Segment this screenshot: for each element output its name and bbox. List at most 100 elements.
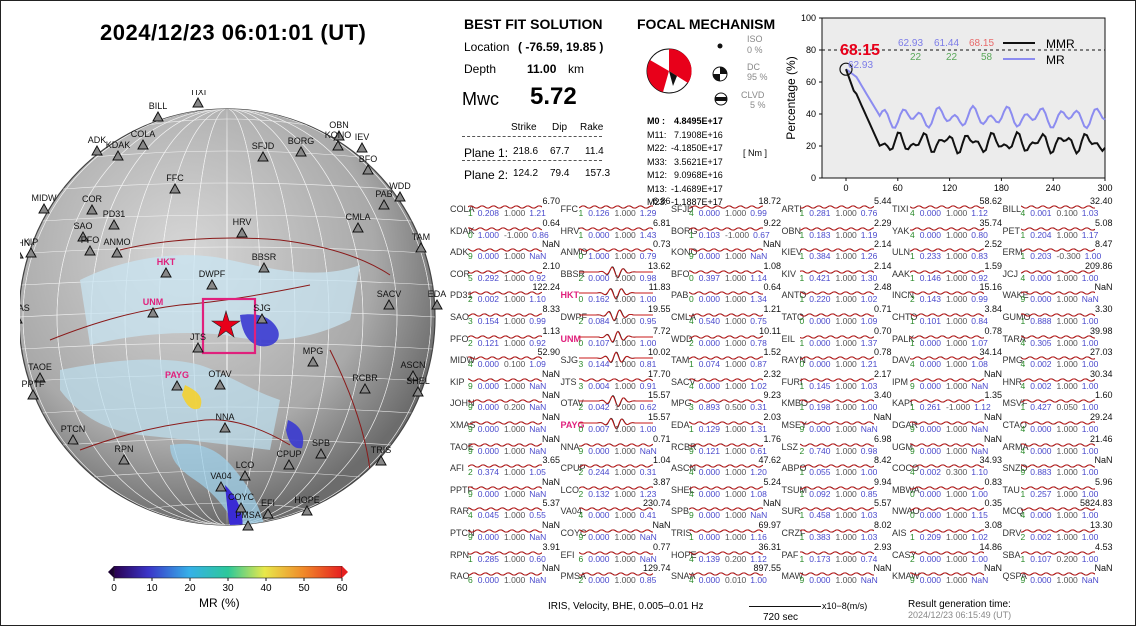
waveform-cell[interactable]: BORG 9.22 1 0.103 -1.000 0.67 bbox=[671, 218, 781, 240]
waveform-cell[interactable]: SAO 8.33 3 0.154 1.000 0.99 bbox=[450, 304, 560, 326]
waveform-cell[interactable]: MSVF 1.60 1 0.427 0.050 1.00 bbox=[1003, 390, 1113, 412]
station-marker[interactable] bbox=[86, 203, 98, 215]
station-marker[interactable] bbox=[20, 314, 23, 324]
station-marker[interactable] bbox=[295, 145, 307, 157]
station-marker[interactable] bbox=[84, 244, 96, 256]
waveform-cell[interactable]: NNA 0.71 9 0.000 1.000 NaN bbox=[561, 434, 671, 456]
station-marker[interactable] bbox=[214, 378, 226, 390]
waveform-cell[interactable]: TIXI 58.62 4 0.000 1.000 1.12 bbox=[892, 196, 1002, 218]
waveform-cell[interactable]: PFO 1.13 2 0.121 1.000 0.92 bbox=[450, 326, 560, 348]
waveform-cell[interactable]: TSUM 9.94 1 0.092 1.000 0.85 bbox=[782, 477, 892, 499]
waveform-cell[interactable]: ASCN 47.62 4 0.000 1.000 1.20 bbox=[671, 455, 781, 477]
waveform-cell[interactable]: COR 2.10 5 0.292 1.000 0.92 bbox=[450, 261, 560, 283]
station-marker[interactable] bbox=[332, 139, 344, 151]
station-marker[interactable] bbox=[378, 198, 390, 210]
waveform-cell[interactable]: SUR 5.57 1 0.458 1.000 1.03 bbox=[782, 498, 892, 520]
waveform-cell[interactable]: BILL 32.40 4 0.001 0.100 1.03 bbox=[1003, 196, 1113, 218]
waveform-cell[interactable]: SACV 2.32 4 0.000 1.000 1.02 bbox=[671, 369, 781, 391]
station-marker[interactable] bbox=[118, 453, 130, 465]
station-marker[interactable] bbox=[235, 501, 247, 513]
station-marker[interactable] bbox=[333, 129, 345, 141]
station-marker[interactable] bbox=[352, 221, 364, 233]
station-marker[interactable] bbox=[283, 458, 295, 470]
station-marker[interactable] bbox=[77, 230, 89, 242]
waveform-cell[interactable]: MIDW 52.90 4 0.000 0.100 1.09 bbox=[450, 347, 560, 369]
waveform-cell[interactable]: INCN 15.16 2 0.143 1.000 0.99 bbox=[892, 282, 1002, 304]
waveform-cell[interactable]: TRIS 69.97 1 0.000 1.000 1.16 bbox=[671, 520, 781, 542]
waveform-cell[interactable]: MPG 9.23 3 0.893 0.500 0.31 bbox=[671, 390, 781, 412]
waveform-cell[interactable]: HNR 30.34 4 0.002 1.000 1.00 bbox=[1003, 369, 1113, 391]
waveform-cell[interactable]: KDAK 0.64 0 1.000 -1.000 0.86 bbox=[450, 218, 560, 240]
waveform-cell[interactable]: YAK 35.74 4 0.000 1.000 0.80 bbox=[892, 218, 1002, 240]
waveform-cell[interactable]: TAU 5.96 1 0.257 1.000 1.00 bbox=[1003, 477, 1113, 499]
station-marker[interactable] bbox=[192, 96, 204, 108]
waveform-cell[interactable]: RPN 3.91 1 0.285 1.000 0.60 bbox=[450, 542, 560, 564]
waveform-cell[interactable]: CMLA 1.21 4 0.540 1.000 0.75 bbox=[671, 304, 781, 326]
station-marker[interactable] bbox=[356, 141, 368, 153]
station-marker[interactable] bbox=[67, 433, 79, 445]
waveform-cell[interactable]: RCBR 1.76 9 0.121 1.000 0.61 bbox=[671, 434, 781, 456]
waveform-cell[interactable]: COYC NaN 9 0.000 1.000 NaN bbox=[561, 520, 671, 542]
waveform-cell[interactable]: AAK 1.59 1 0.146 1.000 0.92 bbox=[892, 261, 1002, 283]
waveform-cell[interactable]: HRV 6.81 1 0.000 1.000 1.43 bbox=[561, 218, 671, 240]
station-marker[interactable] bbox=[301, 504, 313, 516]
waveform-cell[interactable]: ERM 8.47 1 0.203 -0.300 1.00 bbox=[1003, 239, 1113, 261]
waveform-cell[interactable]: CASY 14.86 2 0.000 1.000 1.00 bbox=[892, 542, 1002, 564]
waveform-cell[interactable]: MAW NaN 9 0.000 1.000 NaN bbox=[782, 563, 892, 585]
waveform-cell[interactable]: ULN 2.52 1 0.233 1.000 0.83 bbox=[892, 239, 1002, 261]
waveform-cell[interactable]: VA04 230.74 4 0.000 1.000 0.41 bbox=[561, 498, 671, 520]
waveform-cell[interactable]: PTCN NaN 9 0.000 1.000 NaN bbox=[450, 520, 560, 542]
station-marker[interactable] bbox=[111, 246, 123, 258]
station-marker[interactable] bbox=[359, 382, 371, 394]
waveform-cell[interactable]: DRV 13.30 2 0.002 1.000 1.00 bbox=[1003, 520, 1113, 542]
waveform-cell[interactable]: AIS 3.08 1 0.209 1.000 1.02 bbox=[892, 520, 1002, 542]
station-marker[interactable] bbox=[257, 150, 269, 162]
station-marker[interactable] bbox=[34, 371, 46, 383]
waveform-cell[interactable]: UNM 7.72 0 0.107 1.000 1.00 bbox=[561, 326, 671, 348]
waveform-cell[interactable]: CHTO 3.84 1 0.101 1.000 0.84 bbox=[892, 304, 1002, 326]
waveform-cell[interactable]: HKT 11.83 0 0.162 1.000 1.00 bbox=[561, 282, 671, 304]
waveform-cell[interactable]: WDD 10.11 2 0.000 1.000 0.78 bbox=[671, 326, 781, 348]
waveform-cell[interactable]: CRZF 8.02 1 0.383 1.000 1.03 bbox=[782, 520, 892, 542]
waveform-cell[interactable]: DAV 34.14 4 0.000 1.000 1.08 bbox=[892, 347, 1002, 369]
waveform-cell[interactable]: CPUP 1.04 2 0.244 1.000 0.31 bbox=[561, 455, 671, 477]
waveform-cell[interactable]: OBN 2.29 1 0.183 1.000 1.19 bbox=[782, 218, 892, 240]
waveform-cell[interactable]: PMSA 129.74 2 0.000 1.000 0.85 bbox=[561, 563, 671, 585]
waveform-cell[interactable]: KIEV 2.14 1 0.384 1.000 1.26 bbox=[782, 239, 892, 261]
station-marker[interactable] bbox=[160, 266, 172, 278]
waveform-cell[interactable]: PAYG 15.57 0 0.007 1.000 1.00 bbox=[561, 412, 671, 434]
waveform-cell[interactable]: ANTO 2.48 1 0.220 1.000 1.02 bbox=[782, 282, 892, 304]
waveform-cell[interactable]: BBSR 13.62 2 0.000 1.000 0.98 bbox=[561, 261, 671, 283]
waveform-cell[interactable]: KMBO 3.40 1 0.198 1.000 1.00 bbox=[782, 390, 892, 412]
waveform-cell[interactable]: MBWA 0.83 0 0.000 1.000 1.00 bbox=[892, 477, 1002, 499]
waveform-cell[interactable]: ANMO 0.73 0 1.000 1.000 0.79 bbox=[561, 239, 671, 261]
station-marker[interactable] bbox=[20, 249, 24, 259]
waveform-cell[interactable]: PAB 0.64 0 0.000 1.000 1.34 bbox=[671, 282, 781, 304]
waveform-cell[interactable]: SFJD 18.72 4 0.000 1.000 0.99 bbox=[671, 196, 781, 218]
waveform-cell[interactable]: IPM NaN 9 0.000 1.000 NaN bbox=[892, 369, 1002, 391]
waveform-cell[interactable]: DGAR NaN 9 0.000 1.000 NaN bbox=[892, 412, 1002, 434]
station-marker[interactable] bbox=[394, 190, 406, 202]
station-marker[interactable] bbox=[206, 278, 218, 290]
waveform-cell[interactable]: PAF 2.93 1 0.173 1.000 0.74 bbox=[782, 542, 892, 564]
waveform-cell[interactable]: COLA 6.70 1 0.208 1.000 1.21 bbox=[450, 196, 560, 218]
station-marker[interactable] bbox=[412, 385, 424, 397]
station-marker[interactable] bbox=[108, 218, 120, 230]
waveform-cell[interactable]: ARMA 21.46 4 0.000 1.000 1.00 bbox=[1003, 434, 1113, 456]
waveform-cell[interactable]: RAO NaN 6 0.000 1.000 NaN bbox=[450, 563, 560, 585]
station-marker[interactable] bbox=[27, 388, 39, 400]
station-marker[interactable] bbox=[192, 341, 204, 353]
station-marker[interactable] bbox=[315, 447, 327, 459]
waveform-cell[interactable]: FFC 6.86 1 0.126 1.000 1.29 bbox=[561, 196, 671, 218]
waveform-cell[interactable]: JOHN NaN 9 0.000 0.200 NaN bbox=[450, 390, 560, 412]
waveform-cell[interactable]: PPTF NaN 9 0.000 1.000 NaN bbox=[450, 477, 560, 499]
waveform-cell[interactable]: EFI 0.77 6 0.000 1.000 NaN bbox=[561, 542, 671, 564]
station-marker[interactable] bbox=[38, 202, 50, 214]
waveform-cell[interactable]: PD31 122.24 2 0.002 1.000 1.10 bbox=[450, 282, 560, 304]
waveform-cell[interactable]: MCQ 5824.83 4 0.000 1.000 1.00 bbox=[1003, 498, 1113, 520]
waveform-cell[interactable]: SJG 10.02 3 0.144 1.000 0.81 bbox=[561, 347, 671, 369]
station-marker[interactable] bbox=[262, 507, 274, 519]
waveform-cell[interactable]: PALK 0.78 1 0.000 1.000 1.07 bbox=[892, 326, 1002, 348]
waveform-cell[interactable]: ARTI 5.44 1 0.281 1.000 0.76 bbox=[782, 196, 892, 218]
waveform-cell[interactable]: OTAV 15.57 2 0.042 1.000 0.62 bbox=[561, 390, 671, 412]
